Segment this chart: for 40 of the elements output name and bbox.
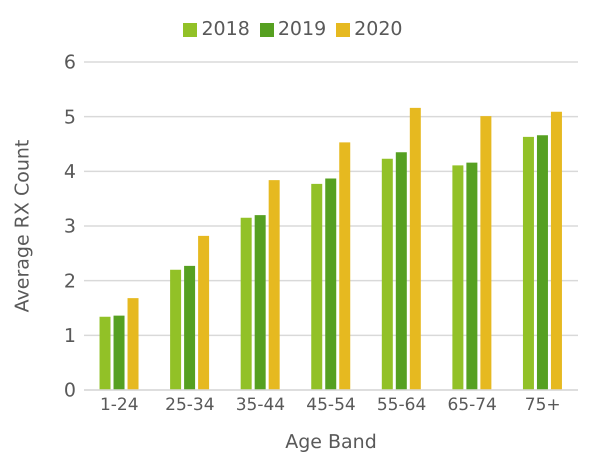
bar (114, 316, 125, 390)
x-tick-label: 25-34 (165, 395, 215, 416)
bar (100, 316, 111, 390)
y-tick-label: 4 (64, 161, 76, 184)
bar (170, 270, 182, 390)
bar (268, 180, 280, 390)
y-tick-label: 2 (64, 270, 76, 292)
y-tick-label: 3 (64, 216, 76, 238)
bar (128, 298, 139, 390)
bar (311, 184, 322, 390)
x-tick-label: 35-44 (236, 395, 286, 416)
x-tick-label: 55-64 (376, 395, 426, 416)
y-tick-label: 6 (64, 52, 76, 74)
legend-label: 2018 (201, 18, 250, 40)
bar (480, 116, 492, 390)
x-tick-label: 65-74 (447, 395, 497, 416)
bar (466, 162, 478, 390)
bar (240, 218, 252, 390)
bar (396, 152, 407, 390)
y-tick-label: 5 (64, 106, 76, 128)
bar (536, 135, 548, 390)
bar (452, 165, 464, 390)
bar (184, 266, 196, 390)
bar (550, 112, 562, 390)
bar (522, 136, 534, 390)
bar (339, 142, 350, 390)
x-tick-label: 75+ (524, 395, 561, 416)
bar (198, 236, 210, 390)
legend-label: 2019 (278, 18, 326, 40)
bar (254, 215, 266, 390)
x-axis-title: Age Band (285, 431, 377, 453)
y-tick-label: 0 (64, 380, 76, 402)
bar (382, 158, 393, 390)
y-tick-label: 1 (64, 325, 76, 348)
bar (410, 108, 421, 390)
x-tick-label: 1-24 (100, 395, 139, 416)
legend-label: 2020 (354, 18, 403, 40)
bar (325, 178, 336, 390)
x-tick-label: 45-54 (306, 395, 356, 416)
y-axis-title: Average RX Count (12, 140, 34, 312)
